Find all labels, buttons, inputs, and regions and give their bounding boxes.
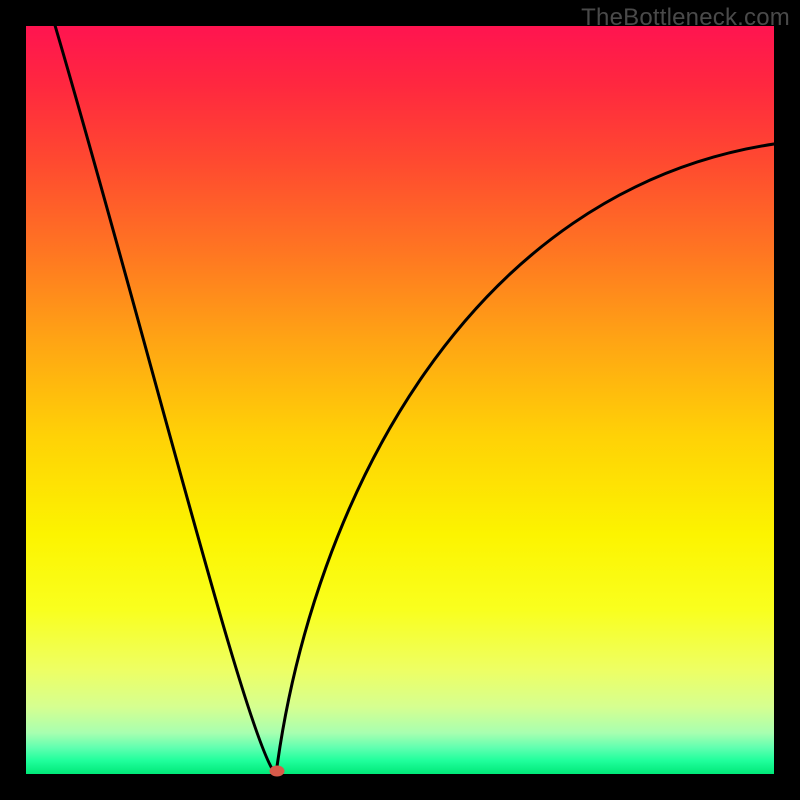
- optimal-marker: [270, 766, 285, 777]
- plot-area: [26, 26, 774, 774]
- chart-container: TheBottleneck.com: [0, 0, 800, 800]
- bottleneck-chart: [0, 0, 800, 800]
- watermark-text: TheBottleneck.com: [581, 4, 790, 32]
